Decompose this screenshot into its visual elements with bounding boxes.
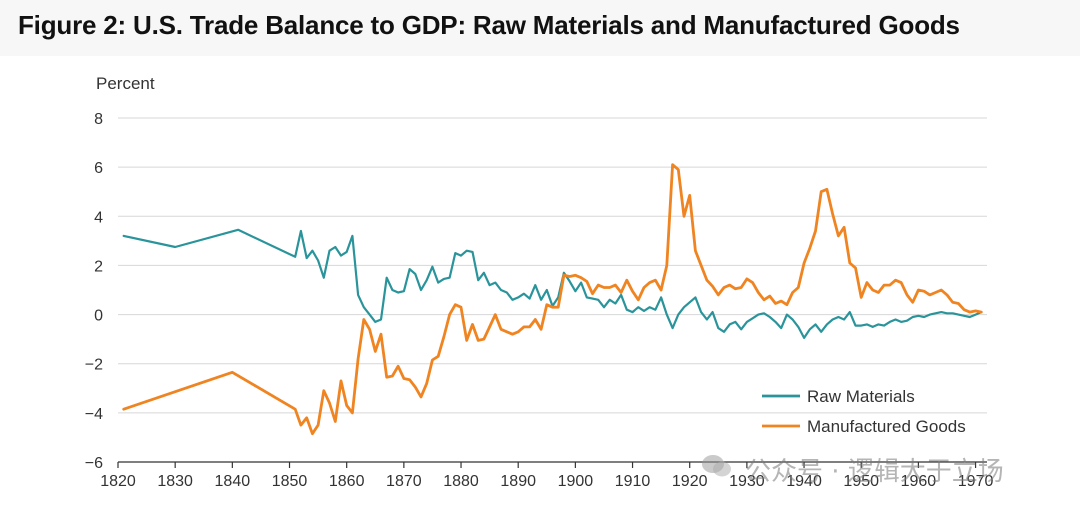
x-tick-label: 1930 [729, 473, 765, 490]
legend: Raw Materials Manufactured Goods [762, 387, 966, 436]
y-axis-label: Percent [96, 74, 155, 93]
x-tick-label: 1950 [843, 473, 879, 490]
x-tick-label: 1900 [558, 473, 594, 490]
raw-materials-line [122, 228, 983, 339]
manufactured-goods-line [122, 163, 983, 436]
x-tick-label: 1970 [958, 473, 994, 490]
x-axis-ticks: 1820 1830 1840 1850 1860 1870 1880 1890 1900 1910… [100, 461, 994, 490]
y-tick-label: −4 [85, 406, 103, 423]
x-tick-label: 1870 [386, 473, 422, 490]
x-tick-label: 1940 [786, 473, 822, 490]
y-axis-ticks: −6 −4 −2 0 2 4 6 8 [85, 111, 103, 472]
x-tick-label: 1920 [672, 473, 708, 490]
x-tick-label: 1860 [329, 473, 365, 490]
y-tick-label: 4 [94, 209, 103, 226]
y-tick-label: −6 [85, 455, 103, 472]
x-tick-label: 1890 [500, 473, 536, 490]
series-lines [122, 163, 983, 436]
legend-label: Manufactured Goods [807, 417, 966, 436]
x-tick-label: 1910 [615, 473, 651, 490]
x-tick-label: 1880 [443, 473, 479, 490]
wechat-icon [702, 455, 731, 477]
x-tick-label: 1830 [157, 473, 193, 490]
legend-label: Raw Materials [807, 387, 915, 406]
x-tick-label: 1840 [215, 473, 251, 490]
y-tick-label: 2 [94, 258, 103, 275]
y-tick-label: 0 [94, 308, 103, 325]
y-tick-label: 8 [94, 111, 103, 128]
x-tick-label: 1850 [272, 473, 308, 490]
watermark-text: 公众号 · 逻辑大于立场 [745, 457, 1004, 487]
y-tick-label: 6 [94, 160, 103, 177]
x-tick-label: 1960 [901, 473, 937, 490]
x-tick-label: 1820 [100, 473, 136, 490]
chart-title: Figure 2: U.S. Trade Balance to GDP: Raw… [18, 10, 960, 40]
y-tick-label: −2 [85, 357, 103, 374]
gridlines [118, 117, 987, 414]
